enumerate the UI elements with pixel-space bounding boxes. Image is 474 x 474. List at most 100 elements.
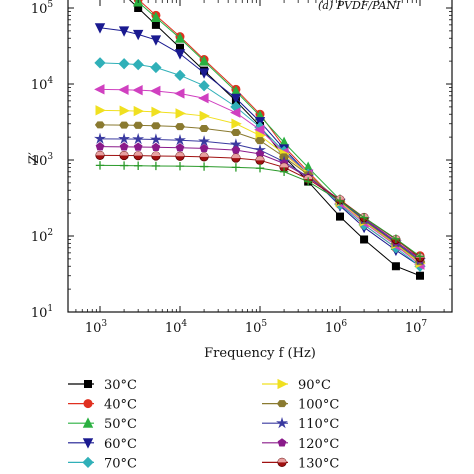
data-point (303, 177, 313, 186)
marker-highlight (199, 152, 209, 157)
data-point (95, 161, 105, 170)
legend-label: 50°C (104, 417, 137, 432)
data-point (119, 121, 130, 129)
data-point (95, 142, 105, 151)
data-point (119, 161, 129, 170)
data-point (231, 118, 242, 129)
legend-marker (277, 378, 288, 390)
legend: 30°C40°C50°C60°C70°C80°C90°C100°C110°C12… (68, 378, 339, 471)
legend-marker (277, 438, 287, 447)
data-point (151, 151, 161, 161)
data-point (175, 161, 185, 171)
data-point (133, 105, 145, 117)
data-point (94, 23, 106, 34)
legend-label: 130°C (298, 456, 339, 471)
legend-marker (82, 417, 94, 428)
data-point (230, 129, 241, 137)
data-point (230, 93, 242, 105)
data-point (151, 106, 162, 118)
data-point (254, 124, 265, 135)
data-point (279, 167, 289, 176)
data-point (94, 121, 106, 129)
legend-label: 100°C (298, 398, 339, 413)
data-point (150, 85, 161, 97)
y-tick-label: 101 (31, 304, 53, 321)
data-point (174, 123, 186, 131)
data-point (133, 161, 143, 170)
marker-highlight (151, 151, 161, 156)
x-tick-label: 104 (165, 319, 188, 336)
data-point (199, 162, 209, 171)
data-point (175, 108, 186, 119)
data-point (230, 107, 241, 118)
data-point (359, 213, 369, 222)
data-point (391, 262, 400, 271)
data-point (133, 151, 143, 161)
legend-item: 130°C (262, 456, 339, 471)
data-point (132, 58, 144, 71)
legend-item: 40°C (68, 398, 137, 413)
data-point (199, 110, 210, 122)
legend-label: 90°C (298, 378, 331, 393)
data-point (150, 35, 162, 46)
data-point (335, 196, 345, 206)
data-point (174, 133, 186, 146)
series-line (99, 164, 421, 257)
marker-highlight (279, 163, 289, 168)
data-point (119, 150, 129, 161)
x-tick-label: 105 (245, 319, 268, 336)
legend-label: 60°C (104, 437, 137, 452)
data-point (198, 68, 210, 79)
legend-item: 30°C (68, 378, 137, 393)
data-point (119, 105, 130, 116)
legend-marker (82, 438, 94, 449)
legend-marker (83, 399, 93, 409)
legend-marker (277, 457, 287, 467)
x-tick-label: 107 (405, 319, 428, 336)
legend-marker (276, 416, 288, 429)
data-point (198, 93, 209, 104)
legend-label: 120°C (298, 437, 339, 452)
data-point (198, 80, 210, 92)
data-point (175, 151, 185, 161)
data-point (119, 142, 129, 151)
data-point (199, 143, 209, 153)
data-point (94, 57, 106, 69)
data-point (133, 142, 143, 151)
data-point (415, 271, 424, 280)
data-point (231, 163, 241, 172)
data-point (151, 161, 161, 171)
legend-item: 50°C (68, 417, 137, 432)
x-tick-label: 103 (85, 319, 108, 336)
data-point (132, 132, 145, 145)
data-point (95, 150, 105, 160)
x-axis-title: Frequency f (Hz) (204, 346, 316, 361)
data-point (94, 132, 106, 144)
data-point (254, 137, 266, 145)
data-point (255, 164, 265, 173)
data-point (415, 252, 425, 261)
y-tick-label: 103 (31, 152, 54, 169)
legend-item: 120°C (262, 437, 339, 452)
data-point (199, 152, 209, 162)
y-tick-label: 102 (31, 228, 53, 245)
data-point (199, 124, 210, 132)
data-point (174, 32, 186, 43)
data-point (118, 26, 130, 37)
data-point (231, 153, 241, 163)
legend-label: 110°C (298, 417, 339, 432)
data-point (132, 0, 144, 7)
data-point (132, 84, 143, 96)
marker-highlight (95, 151, 105, 156)
marker-highlight (119, 151, 129, 156)
data-point (360, 235, 369, 244)
data-point (118, 132, 131, 145)
corner-label: (a) PVDF/PANI (318, 0, 401, 12)
legend-item: 100°C (262, 398, 339, 413)
data-point (151, 142, 161, 151)
data-point (255, 155, 265, 165)
marker-highlight (231, 153, 241, 159)
data-point (149, 133, 162, 145)
data-point (198, 55, 210, 66)
